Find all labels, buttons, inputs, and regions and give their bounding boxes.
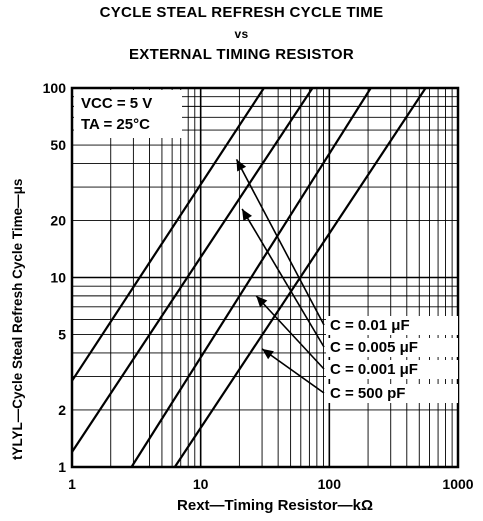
condition-label-2: TA = 25°C (81, 116, 150, 133)
y-tick-label: 5 (58, 327, 66, 343)
series-layer (71, 87, 427, 468)
y-tick-label: 100 (43, 80, 67, 96)
annotation-label-4: C = 500 pF (330, 385, 405, 402)
y-tick-label: 20 (50, 212, 66, 228)
x-tick-label: 1000 (442, 476, 473, 492)
annotation-label-1: C = 0.01 μF (330, 317, 410, 334)
annotation-arrowhead-4 (262, 348, 274, 360)
x-tick-label: 100 (318, 476, 342, 492)
annotation-leader-3 (255, 295, 325, 370)
y-tick-label: 50 (50, 137, 66, 153)
chart-title: CYCLE STEAL REFRESH CYCLE TIME (99, 4, 384, 21)
annotation-backdrop (326, 338, 458, 357)
y-tick-label: 2 (58, 402, 66, 418)
series-line-4 (173, 87, 427, 468)
condition-label-1: VCC = 5 V (81, 95, 152, 112)
series-line-3 (130, 87, 372, 468)
annotation-leader-1 (235, 159, 325, 326)
conditions-backdrop (74, 90, 182, 138)
annotation-label-3: C = 0.001 μF (330, 361, 418, 378)
x-axis-label: Rext—Timing Resistor—kΩ (177, 497, 373, 514)
annotation-layer: C = 0.01 μF C = 0.005 μF C = 0.001 μF C = 5… (235, 159, 458, 403)
series-line-2 (71, 87, 314, 453)
plot-frame (70, 86, 460, 469)
annotation-leader-4 (261, 348, 325, 394)
tick-labels: 1 10 100 1000 1 2 5 10 20 50 100 (43, 80, 474, 492)
annotation-backdrop (326, 360, 458, 379)
grid (72, 88, 458, 467)
annotation-leader-2 (241, 208, 325, 348)
y-axis-label: tYLYL—Cycle Steal Refresh Cycle Time—μs (10, 178, 25, 460)
series-line-1 (71, 87, 265, 382)
annotation-arrowhead-3 (256, 295, 268, 308)
annotation-arrowhead-1 (236, 159, 247, 172)
conditions-box: VCC = 5 V TA = 25°C (74, 90, 182, 138)
x-tick-label: 10 (193, 476, 209, 492)
y-tick-label: 10 (50, 270, 66, 286)
chart-subtitle: EXTERNAL TIMING RESISTOR (129, 46, 354, 63)
x-tick-label: 1 (68, 476, 76, 492)
chart-title-vs: vs (234, 27, 249, 41)
annotation-backdrop (326, 384, 458, 403)
annotation-label-2: C = 0.005 μF (330, 339, 418, 356)
annotation-backdrop (326, 316, 458, 335)
annotation-arrowhead-2 (242, 209, 252, 221)
y-tick-label: 1 (58, 459, 66, 475)
